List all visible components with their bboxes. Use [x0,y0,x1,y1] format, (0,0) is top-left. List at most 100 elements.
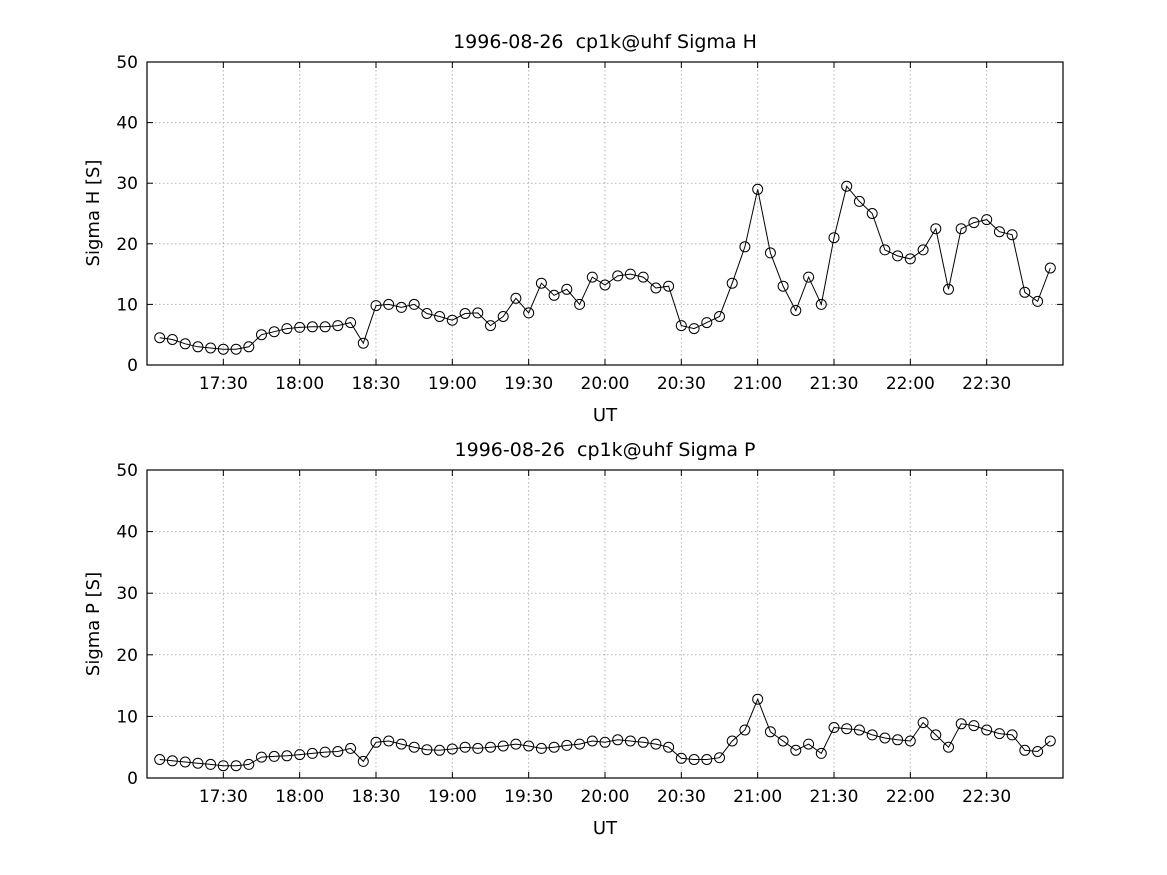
sigma-p-xtick-label: 18:00 [275,787,324,807]
sigma-p-data-point-marker [701,754,713,765]
sigma-p-data-point-marker [968,720,980,732]
sigma-p-data-point-marker [752,693,764,705]
sigma-h-data-point-marker [714,311,725,322]
sigma-p-xlabel: UT [593,818,618,839]
sigma-h-data-point-marker [853,195,865,207]
sigma-h-data-point-marker [904,253,916,265]
sigma-h-xtick-label: 18:00 [275,374,324,394]
sigma-h-data-point-marker [574,298,586,310]
sigma-p-data-point-marker [281,750,293,762]
sigma-p-data-point-marker [370,736,382,748]
sigma-h-data-point-marker [777,280,789,292]
sigma-p-data-point-marker [154,754,166,765]
sigma-p-data-point-marker [523,740,535,752]
sigma-h-data-point-marker [1044,262,1056,274]
sigma-p-data-point-marker [586,735,598,747]
sigma-h-data-point-marker [561,283,573,295]
sigma-p-ytick-label: 30 [116,584,138,604]
sigma-p-data-point-marker [1044,735,1056,747]
sigma-h-data-point-marker [612,270,624,282]
sigma-p-data-point-marker [612,734,624,746]
sigma-p-tick-labels: 0 10 20 30 40 50 17:30 18:00 18:30 19:00 19:30 20:0… [116,461,1011,807]
sigma-p-xtick-label: 21:30 [810,787,859,807]
sigma-h-data-point-marker [472,307,484,319]
sigma-h-ytick-label: 50 [116,53,138,73]
sigma-p-data-point-marker [624,735,636,747]
sigma-h-plot-area: 0 10 20 30 40 50 17:30 18:00 18:30 19:00 19:30 20:0… [116,53,1064,394]
sigma-p-data-point-marker [166,755,178,767]
sigma-p-data-point-marker [675,752,687,764]
sigma-p-data-point-marker [663,741,675,753]
sigma-h-xtick-label: 22:30 [962,374,1011,394]
sigma-p-data-point-marker [917,717,929,729]
sigma-p-ticks [147,469,1063,779]
sigma-h-data-point-marker [332,320,344,332]
sigma-p-data-point-marker [726,735,738,747]
sigma-p-data-point-marker [764,726,776,738]
sigma-h-data-point-marker [841,180,853,192]
sigma-p-data-point-marker [599,736,611,748]
sigma-p-ytick-label: 0 [127,769,138,789]
sigma-p-data-point-marker [345,742,357,754]
sigma-h-data-point-marker [879,244,891,256]
sigma-p-data-point-marker [485,741,496,753]
sigma-p-xtick-label: 19:00 [428,787,477,807]
sigma-h-series-line [159,185,1051,350]
sigma-p-xtick-label: 20:00 [581,787,630,807]
sigma-h-data-point-marker [446,314,458,326]
sigma-h-data-point-marker [395,301,407,313]
sigma-p-data-point-marker [993,728,1005,740]
sigma-h-data-point-marker [828,232,840,244]
sigma-p-data-point-marker [841,723,853,735]
sigma-h-data-point-marker [268,326,280,338]
sigma-h-data-point-marker [459,308,471,319]
sigma-p-data-point-marker [892,734,904,746]
sigma-h-data-point-marker [179,338,191,350]
sigma-p-data-point-marker [294,749,306,761]
sigma-h-data-point-marker [408,298,420,310]
sigma-h-data-point-marker [892,250,904,262]
sigma-h-data-point-marker [294,321,306,333]
sigma-p-xtick-label: 20:30 [657,787,706,807]
sigma-p-series-markers [154,693,1056,772]
sigma-h-data-point-marker [930,223,942,235]
sigma-h-ytick-label: 20 [116,235,138,255]
sigma-h-data-point-marker [993,226,1005,238]
sigma-h-data-point-marker [752,183,764,195]
sigma-p-ytick-label: 20 [116,646,138,666]
sigma-h-data-point-marker [586,271,598,283]
sigma-h-ytick-label: 40 [116,114,138,134]
sigma-h-xtick-label: 20:30 [657,374,706,394]
sigma-h-xlabel: UT [593,405,618,426]
sigma-p-data-point-marker [739,724,751,736]
sigma-p-xtick-label: 22:30 [962,787,1011,807]
sigma-p-series-line [159,697,1051,767]
sigma-h-xtick-label: 18:30 [352,374,401,394]
sigma-p-plot-area: 0 10 20 30 40 50 17:30 18:00 18:30 19:00 19:30 20:0… [116,461,1064,807]
sigma-h-data-point-marker [485,320,496,332]
sigma-h-ytick-label: 0 [127,356,138,376]
sigma-h-data-point-marker [739,241,751,253]
sigma-p-data-point-marker [637,736,649,748]
sigma-p-data-point-marker [319,746,331,758]
sigma-h-axes-box [146,61,1064,366]
sigma-p-data-point-marker [306,747,318,759]
sigma-p-data-point-marker [790,744,802,756]
sigma-h-data-point-marker [205,342,217,354]
sigma-p-data-point-marker [688,754,700,765]
sigma-p-data-point-marker [459,741,471,753]
sigma-p-data-point-marker [357,755,369,767]
sigma-h-ylabel: Sigma H [S] [83,160,104,267]
sigma-h-grid [147,62,1063,365]
sigma-h-data-point-marker [1019,286,1031,298]
sigma-p-data-point-marker [777,735,789,747]
sigma-p-data-point-marker [434,744,446,756]
sigma-p-data-point-marker [256,751,267,763]
sigma-h-data-point-marker [434,311,446,322]
sigma-h-xtick-label: 22:00 [886,374,935,394]
sigma-h-xtick-label: 21:30 [810,374,859,394]
sigma-p-xtick-label: 21:00 [733,787,782,807]
sigma-p-data-point-marker [332,746,344,757]
